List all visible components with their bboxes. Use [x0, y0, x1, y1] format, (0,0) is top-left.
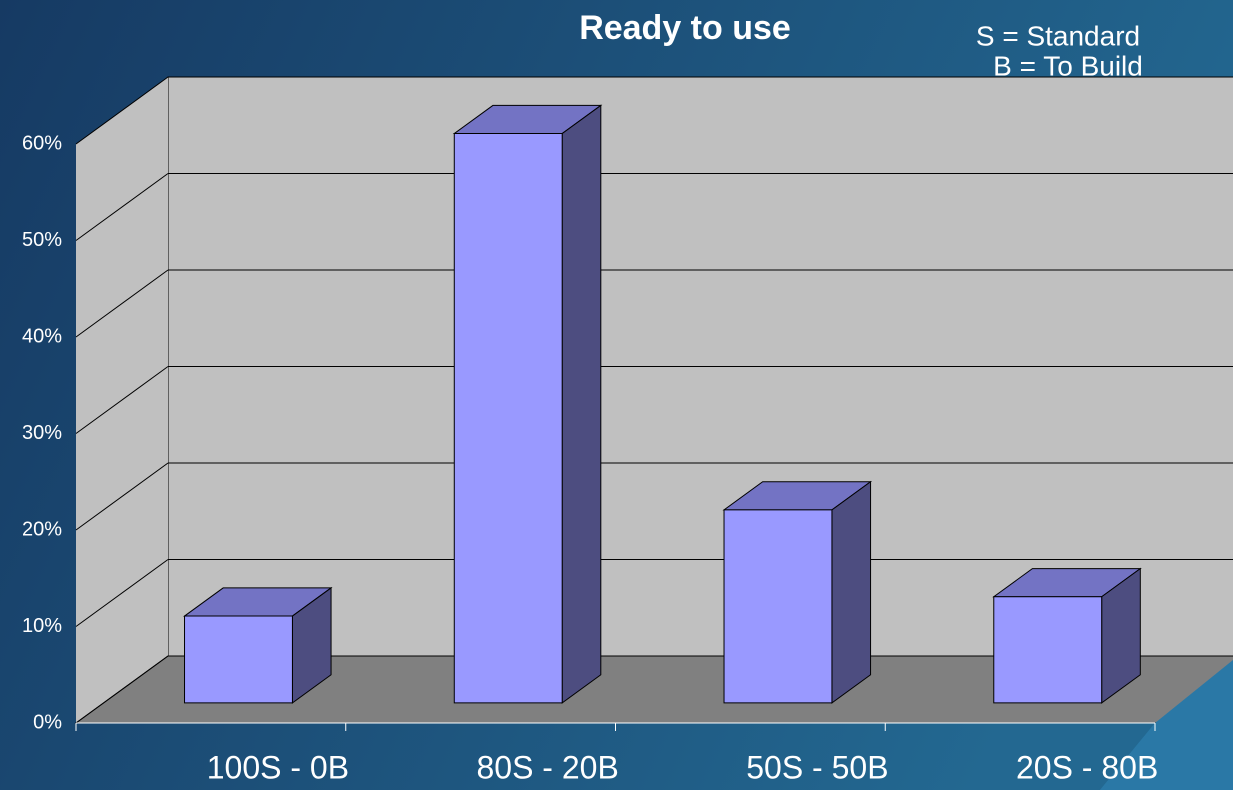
bar: [723, 509, 833, 704]
grid-line: [75, 655, 169, 724]
grid-line: [75, 462, 169, 531]
bar: [453, 133, 563, 704]
y-tick-label: 50%: [22, 229, 62, 251]
y-tick-label: 20%: [22, 518, 62, 540]
x-tick-label: 100S - 0B: [207, 749, 349, 785]
x-tick-label: 20S - 80B: [1016, 749, 1158, 785]
bar: [993, 596, 1103, 704]
x-tick-label: 80S - 20B: [476, 749, 618, 785]
background-accent: [1100, 660, 1233, 790]
annotation: B = To Build: [993, 50, 1143, 81]
x-tick-label: 50S - 50B: [746, 749, 888, 785]
y-tick-label: 40%: [22, 325, 62, 347]
grid-line: [75, 559, 169, 627]
y-tick-label: 0%: [33, 711, 62, 733]
y-tick-label: 60%: [22, 132, 62, 154]
grid-line: [75, 269, 169, 338]
grid-line: [75, 366, 169, 434]
grid-line: [75, 173, 169, 241]
bar: [184, 615, 293, 704]
y-tick-label: 30%: [22, 422, 62, 444]
y-tick-label: 10%: [22, 615, 62, 637]
annotation: S = Standard: [976, 20, 1140, 51]
grid-line: [75, 76, 169, 145]
bar-side: [561, 104, 602, 704]
chart-title: Ready to use: [579, 9, 791, 47]
bar-side: [831, 480, 872, 704]
